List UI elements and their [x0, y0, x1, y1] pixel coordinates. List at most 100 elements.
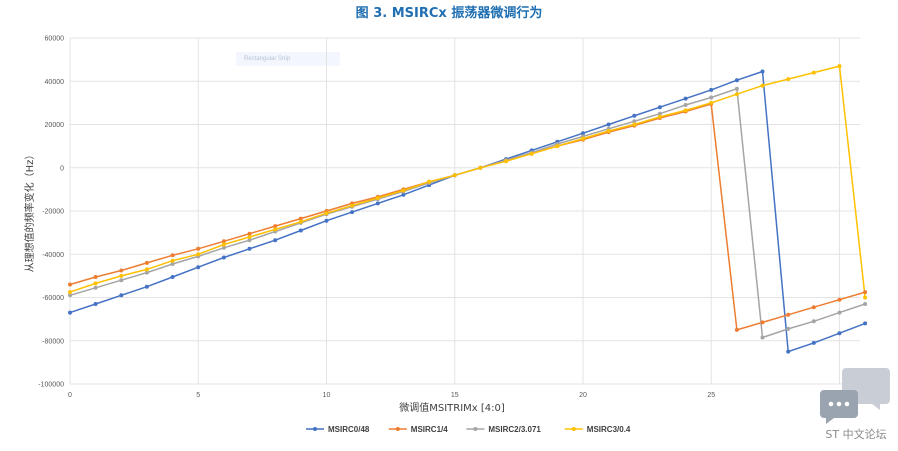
y-tick-label: 40000 [45, 79, 65, 86]
x-tick-label: 0 [68, 392, 72, 399]
data-point [119, 278, 124, 283]
legend-marker [571, 427, 576, 431]
series-points [68, 64, 868, 354]
data-point [760, 83, 765, 88]
data-point [196, 246, 201, 251]
data-point [837, 310, 842, 315]
data-point [786, 77, 791, 82]
data-point [375, 196, 380, 200]
data-point [632, 119, 637, 124]
data-point [786, 312, 791, 317]
y-tick-label: -20000 [42, 209, 64, 216]
data-point [247, 235, 252, 239]
data-point [119, 273, 124, 278]
legend-label: MSIRC0/48 [328, 425, 370, 434]
series-line-2 [69, 87, 866, 339]
data-point [221, 239, 226, 244]
series-line-0 [69, 70, 866, 353]
legend-marker [473, 427, 478, 431]
data-point [709, 87, 714, 92]
legend-marker [313, 427, 317, 431]
data-point [273, 224, 278, 229]
legend-label: MSIRC1/4 [411, 425, 448, 434]
data-point [170, 275, 175, 279]
data-point [196, 265, 201, 270]
series-line-1 [69, 103, 866, 331]
legend-label: MSIRC3/0.4 [587, 425, 631, 434]
data-point [298, 228, 303, 233]
data-point [811, 340, 816, 345]
data-point [504, 159, 508, 164]
data-point [863, 321, 868, 326]
data-point [401, 192, 406, 197]
data-point [324, 218, 329, 223]
y-tick-label: 0 [60, 165, 64, 172]
y-tick-label: -60000 [42, 295, 64, 302]
data-point [529, 151, 534, 156]
x-axis-label: 微调值MSITRIMx [4:0] [399, 401, 505, 414]
data-point [581, 136, 585, 141]
data-point [683, 96, 688, 101]
data-point [863, 290, 868, 295]
data-point [170, 253, 175, 258]
data-point [606, 129, 611, 133]
data-point [273, 227, 278, 232]
data-point [811, 319, 816, 324]
data-point [93, 281, 98, 286]
data-point [811, 70, 816, 75]
data-point [709, 95, 714, 100]
legend-label: MSIRC2/3.071 [488, 425, 541, 434]
data-point [581, 131, 585, 136]
data-point [247, 238, 252, 243]
data-point [401, 188, 406, 193]
y-axis-label: 从理想值的频率变化（Hz） [23, 150, 36, 273]
data-point [683, 108, 688, 113]
data-point [555, 144, 560, 149]
data-point [837, 64, 842, 69]
y-tick-label: 20000 [45, 122, 65, 129]
data-point [273, 238, 278, 243]
x-tick-label: 15 [451, 392, 459, 399]
data-point [350, 210, 355, 215]
data-point [427, 179, 432, 184]
figure-title: 图 3. MSIRCx 振荡器微调行为 [0, 2, 898, 21]
data-point [221, 245, 226, 250]
legend-item: MSIRC2/3.071 [466, 425, 541, 434]
data-point [119, 268, 124, 273]
figure-number: 图 3. [355, 6, 388, 21]
data-point [68, 290, 72, 295]
y-axis-ticks: 60000 40000 20000 0 -20000 -40000 -60000 -80000… [38, 36, 64, 389]
data-point [93, 275, 98, 279]
series-line-3 [69, 65, 866, 298]
data-point [221, 255, 226, 260]
data-point [68, 293, 72, 298]
data-point [683, 103, 688, 107]
data-point [478, 165, 483, 170]
data-point [170, 262, 175, 266]
data-point [657, 114, 662, 119]
data-point [837, 297, 842, 302]
data-point [144, 260, 149, 265]
data-point [93, 285, 98, 290]
data-point [221, 242, 226, 247]
data-point [734, 78, 739, 83]
y-tick-label: -40000 [42, 252, 64, 259]
chart-grid [69, 37, 860, 385]
data-point [144, 270, 149, 275]
legend-item: MSIRC3/0.4 [564, 425, 631, 434]
data-point [811, 305, 816, 310]
data-point [786, 326, 791, 331]
data-point [734, 92, 739, 97]
x-tick-label: 25 [707, 392, 715, 399]
y-tick-label: -100000 [38, 382, 64, 389]
data-point [632, 122, 637, 127]
data-point [324, 211, 329, 216]
watermark-text: ST 中文论坛 [825, 427, 886, 441]
data-point [657, 105, 662, 110]
data-point [298, 216, 303, 221]
x-tick-label: 10 [323, 392, 331, 399]
data-point [119, 293, 124, 298]
series-lines [69, 65, 866, 353]
legend-marker [395, 427, 400, 431]
